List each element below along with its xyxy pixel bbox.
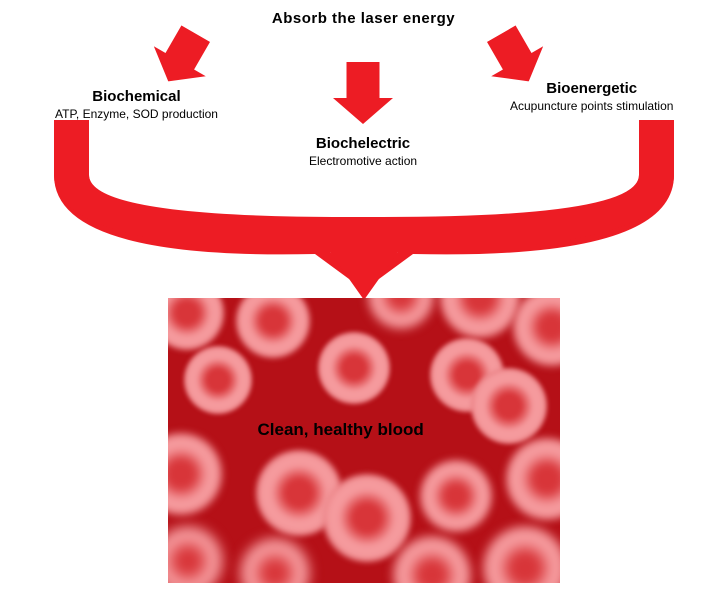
- blood-caption-text: Clean, healthy blood: [258, 420, 424, 439]
- blood-cell: [318, 332, 390, 404]
- blood-cell: [471, 368, 547, 444]
- branch-bioenergetic-sub: Acupuncture points stimulation: [510, 99, 673, 113]
- diagram-title: Absorb the laser energy: [272, 10, 455, 27]
- branch-biochemical-title: Biochemical: [55, 88, 218, 105]
- blood-cell: [323, 474, 411, 562]
- arrow-left: [142, 19, 221, 97]
- branch-biochemical: Biochemical ATP, Enzyme, SOD production: [55, 88, 218, 121]
- blood-image: Clean, healthy blood: [168, 298, 560, 583]
- title-text: Absorb the laser energy: [272, 10, 455, 27]
- blood-cell: [420, 460, 492, 532]
- blood-caption: Clean, healthy blood: [258, 420, 424, 440]
- branch-bioenergetic: Bioenergetic Acupuncture points stimulat…: [510, 80, 673, 113]
- branch-bioenergetic-title: Bioenergetic: [510, 80, 673, 97]
- arrow-center: [333, 62, 393, 124]
- branch-biochemical-sub: ATP, Enzyme, SOD production: [55, 107, 218, 121]
- blood-cell: [184, 346, 252, 414]
- converging-arrow: [54, 120, 674, 300]
